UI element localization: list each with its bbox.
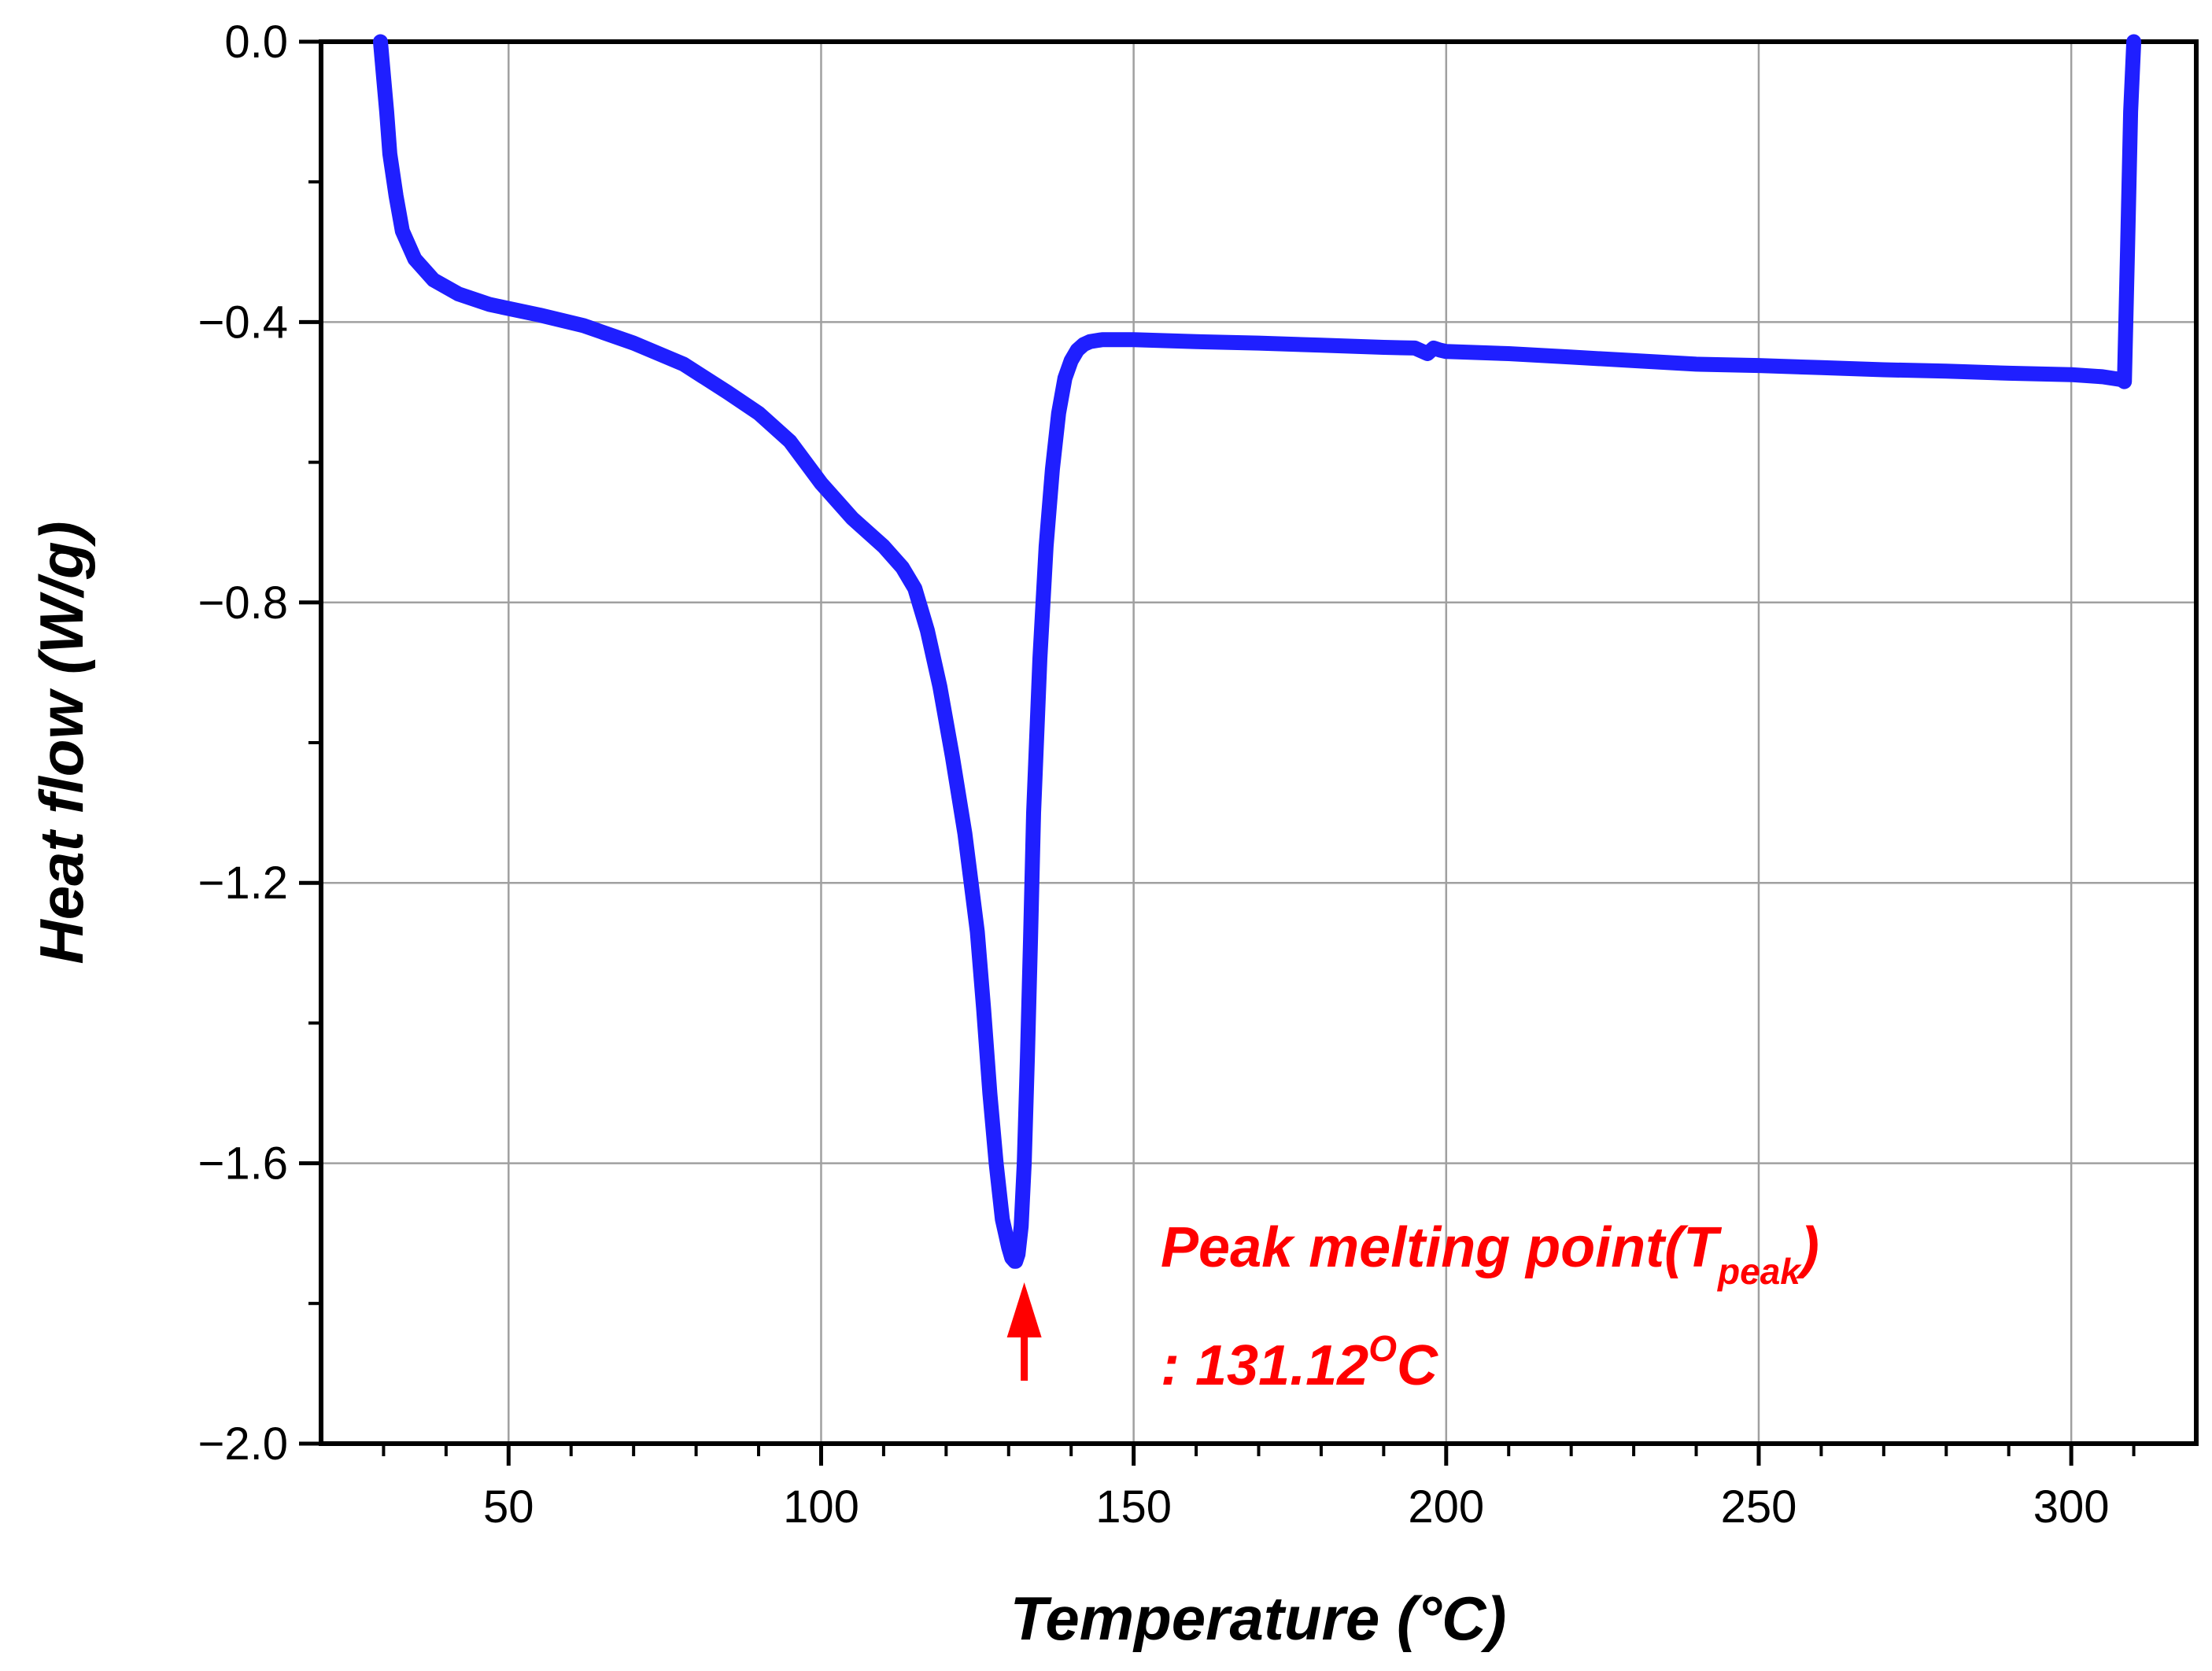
y-tick-label: 0.0: [224, 17, 288, 68]
arrow-head: [1006, 1282, 1042, 1337]
x-tick-label: 150: [1095, 1481, 1172, 1533]
x-tick-label: 300: [2033, 1481, 2110, 1533]
y-tick-label: −0.4: [198, 297, 289, 348]
peak-annotation: Peak melting point(Tpeak) : 131.12OC: [1006, 1216, 1819, 1397]
x-tick-label: 100: [783, 1481, 859, 1533]
x-tick-label: 50: [483, 1481, 534, 1533]
annotation-superscript: O: [1368, 1328, 1397, 1369]
y-axis-title: Heat flow (W/g): [27, 521, 96, 964]
annotation-value: : 131.12: [1161, 1334, 1368, 1397]
y-tick-label: −0.8: [198, 577, 289, 629]
x-tick-label: 200: [1408, 1481, 1484, 1533]
annotation-line-2: : 131.12OC: [1161, 1328, 1438, 1397]
annotation-unit: C: [1397, 1334, 1438, 1397]
y-tick-label: −1.2: [198, 858, 289, 909]
annotation-main-text: Peak melting point(T: [1161, 1216, 1723, 1279]
annotation-subscript: peak: [1716, 1251, 1802, 1292]
axis-ticks: [299, 39, 2136, 1466]
annotation-line-1: Peak melting point(Tpeak): [1161, 1216, 1819, 1292]
peak-arrow-icon: [1006, 1282, 1042, 1381]
y-tick-label: −2.0: [198, 1418, 289, 1470]
x-tick-label: 250: [1721, 1481, 1797, 1533]
tick-labels: 50 100 150 200 250 300 0.0 −0.4 −0.8 −1.2 −1.6 −2.0: [198, 17, 2110, 1533]
x-axis-title: Temperature (°C): [1010, 1584, 1507, 1653]
y-tick-label: −1.6: [198, 1138, 289, 1190]
heat-flow-curve: [373, 34, 2142, 1269]
